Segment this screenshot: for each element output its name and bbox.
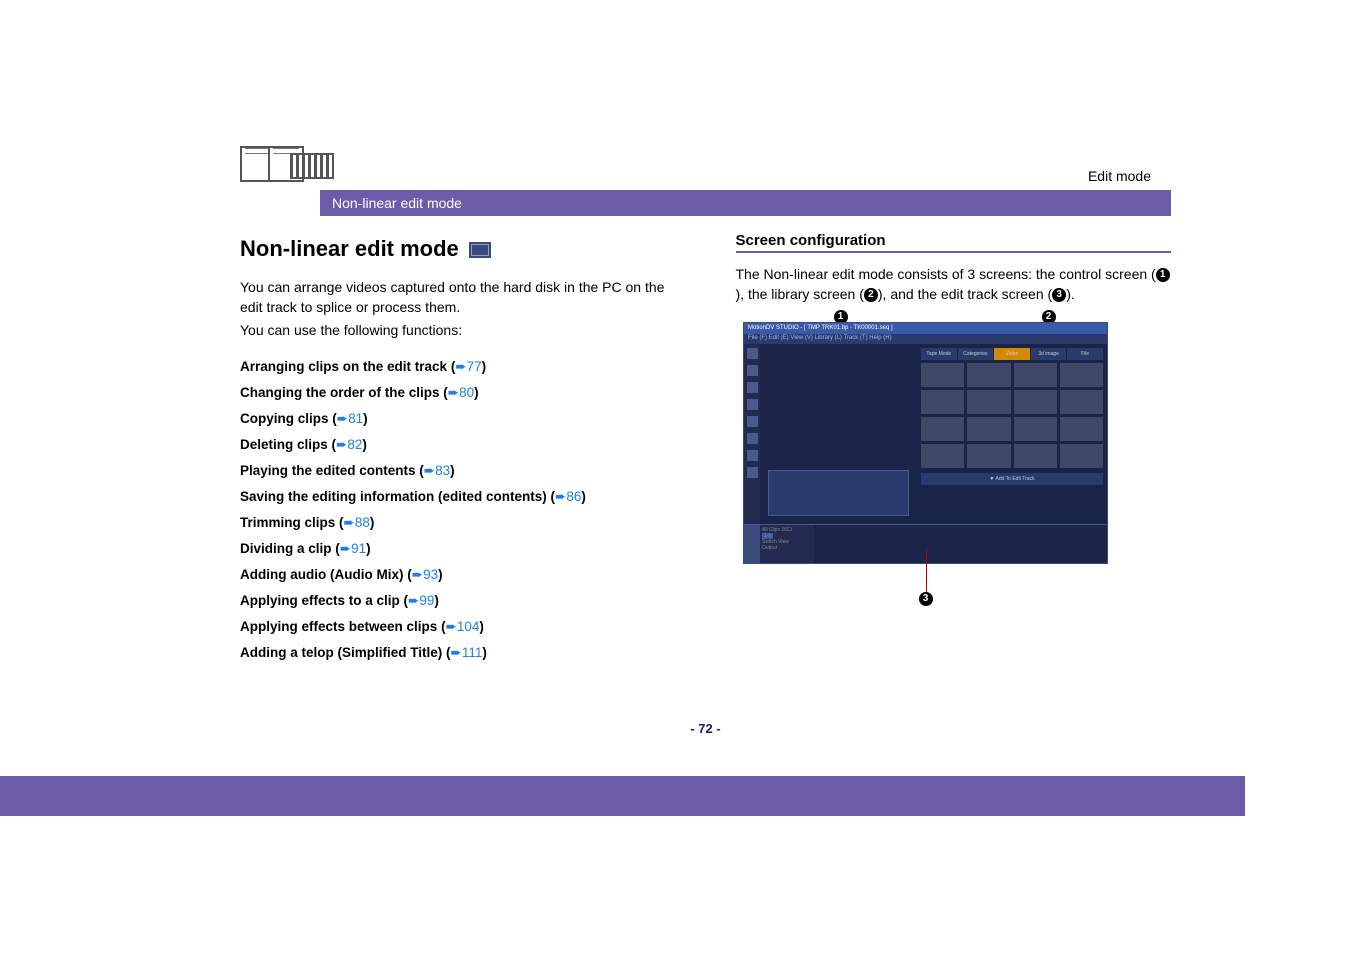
- sidebar-icon: [747, 399, 758, 410]
- list-item-label: Adding audio (Audio Mix): [240, 567, 403, 582]
- list-item: Adding a telop (Simplified Title) (➨111): [240, 645, 676, 661]
- sidebar-icon: [747, 348, 758, 359]
- left-column: Non-linear edit mode You can arrange vid…: [240, 232, 676, 671]
- screen-config-text: The Non-linear edit mode consists of 3 s…: [736, 265, 1172, 304]
- list-item: Saving the editing information (edited c…: [240, 489, 676, 505]
- section-heading-bar: Non-linear edit mode: [320, 190, 1171, 216]
- list-item-label: Saving the editing information (edited c…: [240, 489, 547, 504]
- scr-thumb: [1014, 390, 1057, 414]
- list-item-ref[interactable]: (➨104): [441, 619, 484, 634]
- page-title-text: Non-linear edit mode: [240, 236, 459, 261]
- scr-add-button: ▼ Add To Edit Track: [921, 473, 1103, 485]
- list-item-ref[interactable]: (➨77): [451, 359, 486, 374]
- list-item-label: Applying effects to a clip: [240, 593, 400, 608]
- callout-badge-3: 3: [919, 590, 933, 608]
- subheading: Screen configuration: [736, 232, 1172, 249]
- scr-thumb: [1014, 444, 1057, 468]
- edit-mode-icon: [469, 242, 491, 258]
- list-item-ref[interactable]: (➨91): [335, 541, 370, 556]
- list-item-ref[interactable]: (➨82): [332, 437, 367, 452]
- scr-lib-tab: Video: [994, 348, 1030, 360]
- list-item-ref[interactable]: (➨93): [407, 567, 442, 582]
- scr-lib-tab: File: [1067, 348, 1103, 360]
- list-item-ref[interactable]: (➨81): [332, 411, 367, 426]
- page-title: Non-linear edit mode: [240, 236, 491, 262]
- list-item-label: Arranging clips on the edit track: [240, 359, 447, 374]
- list-item-label: Changing the order of the clips: [240, 385, 440, 400]
- sidebar-icon: [747, 450, 758, 461]
- intro-text-2: You can use the following functions:: [240, 321, 676, 341]
- sidebar-icon: [747, 467, 758, 478]
- callout-ref-2: 2: [864, 288, 878, 302]
- list-item-label: Applying effects between clips: [240, 619, 437, 634]
- scr-lib-tab: 3d image: [1031, 348, 1067, 360]
- scr-thumb: [1060, 390, 1103, 414]
- scr-thumb: [1060, 363, 1103, 387]
- list-item-ref[interactable]: (➨88): [339, 515, 374, 530]
- app-screenshot: 1 2 MotionDV STUDIO - [ TMP TRK01.bp - T…: [736, 322, 1116, 564]
- sidebar-icon: [747, 433, 758, 444]
- scr-thumb: [967, 444, 1010, 468]
- scr-thumb: [921, 363, 964, 387]
- list-item-label: Deleting clips: [240, 437, 328, 452]
- page-number: - 72 -: [240, 721, 1171, 736]
- list-item: Deleting clips (➨82): [240, 437, 676, 453]
- scr-lib-tab: Categories: [958, 348, 994, 360]
- scr-control-panel: [768, 470, 909, 516]
- scr-thumb: [921, 390, 964, 414]
- list-item: Changing the order of the clips (➨80): [240, 385, 676, 401]
- list-item: Trimming clips (➨88): [240, 515, 676, 531]
- sidebar-icon: [747, 365, 758, 376]
- scr-thumb: [967, 363, 1010, 387]
- intro-text-1: You can arrange videos captured onto the…: [240, 278, 676, 317]
- scr-thumb: [921, 417, 964, 441]
- list-item-ref[interactable]: (➨111): [446, 645, 487, 660]
- film-edit-icon: [240, 146, 320, 182]
- callout-ref-3: 3: [1052, 288, 1066, 302]
- list-item-ref[interactable]: (➨83): [419, 463, 454, 478]
- scr-library-screen: Tape Mode Categories Video 3d image File: [917, 344, 1107, 524]
- list-item-ref[interactable]: (➨80): [443, 385, 478, 400]
- scr-menubar: File (F) Edit (E) View (V) Library (L) T…: [744, 334, 1107, 344]
- list-item: Adding audio (Audio Mix) (➨93): [240, 567, 676, 583]
- list-item-label: Copying clips: [240, 411, 329, 426]
- list-item-ref[interactable]: (➨99): [404, 593, 439, 608]
- scr-thumb: [967, 390, 1010, 414]
- scr-titlebar: MotionDV STUDIO - [ TMP TRK01.bp - TK000…: [744, 323, 1107, 334]
- list-item: Dividing a clip (➨91): [240, 541, 676, 557]
- list-item: Applying effects between clips (➨104): [240, 619, 676, 635]
- scr-track-head: All Clips 16Cl 1-5 Switch View Output: [760, 525, 814, 563]
- list-item-label: Dividing a clip: [240, 541, 332, 556]
- sidebar-icon: [747, 416, 758, 427]
- bottom-bar: [0, 776, 1245, 816]
- scr-control-screen: [760, 344, 917, 524]
- list-item: Copying clips (➨81): [240, 411, 676, 427]
- scr-thumb: [1014, 417, 1057, 441]
- list-item-label: Adding a telop (Simplified Title): [240, 645, 442, 660]
- scr-thumb: [1060, 417, 1103, 441]
- heading-rule: [736, 251, 1172, 253]
- callout-ref-1: 1: [1156, 268, 1170, 282]
- list-item-label: Playing the edited contents: [240, 463, 416, 478]
- function-link-list: Arranging clips on the edit track (➨77) …: [240, 359, 676, 661]
- list-item-label: Trimming clips: [240, 515, 335, 530]
- scr-lib-tab: Tape Mode: [921, 348, 957, 360]
- list-item: Playing the edited contents (➨83): [240, 463, 676, 479]
- scr-thumb: [1060, 444, 1103, 468]
- list-item: Applying effects to a clip (➨99): [240, 593, 676, 609]
- list-item: Arranging clips on the edit track (➨77): [240, 359, 676, 375]
- list-item-ref[interactable]: (➨86): [551, 489, 586, 504]
- breadcrumb-label: Edit mode: [1088, 168, 1151, 184]
- scr-thumb: [921, 444, 964, 468]
- sidebar-icon: [747, 382, 758, 393]
- right-column: Screen configuration The Non-linear edit…: [736, 232, 1172, 671]
- scr-thumb: [967, 417, 1010, 441]
- scr-sidebar: [744, 344, 760, 524]
- scr-thumb: [1014, 363, 1057, 387]
